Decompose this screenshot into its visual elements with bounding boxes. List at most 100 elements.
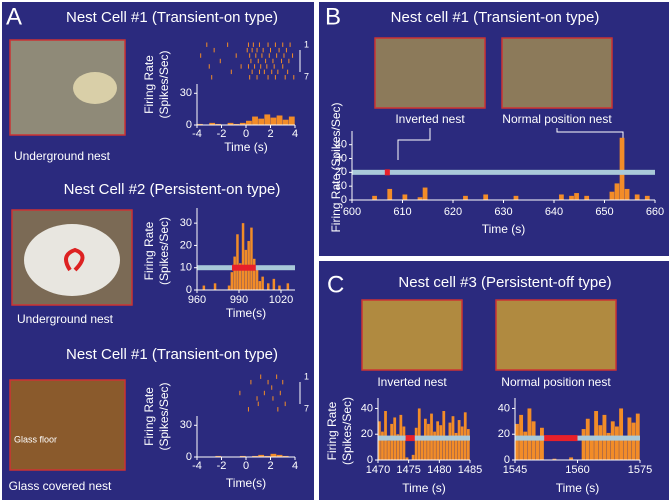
bar [635, 194, 640, 200]
highlight-segment [544, 435, 577, 441]
y-tick-label: 10 [180, 262, 192, 274]
bar [598, 425, 602, 460]
bar [278, 286, 281, 290]
panel-title: Nest cell #3 (Persistent-off type) [398, 274, 611, 291]
bar [273, 279, 276, 290]
x-tick-label: 0 [243, 460, 249, 472]
bar [256, 268, 258, 290]
panel-letter: B [325, 3, 341, 30]
y-axis-label: Firing Rate [142, 221, 156, 280]
x-tick-label: 610 [393, 206, 411, 218]
bar [427, 424, 430, 460]
x-tick-label: 650 [595, 206, 613, 218]
x-axis-label: Time (s) [482, 222, 526, 236]
photo-detail [24, 224, 120, 296]
x-axis-label: Time(s) [226, 476, 266, 490]
trial-label: 7 [304, 403, 309, 413]
bar [415, 428, 418, 460]
bar [261, 277, 264, 290]
y-tick-label: 40 [361, 402, 373, 414]
bar [483, 194, 488, 200]
bar [645, 196, 650, 200]
highlight-segment [385, 169, 390, 175]
bar [442, 411, 445, 460]
x-axis-label: Time (s) [224, 140, 268, 154]
bar [250, 228, 253, 290]
x-tick-label: 1575 [628, 464, 652, 476]
photo [496, 300, 616, 370]
x-tick-label: 1485 [458, 464, 482, 476]
x-tick-label: 1480 [427, 464, 451, 476]
x-tick-label: 990 [230, 294, 248, 306]
x-axis-label: Time(s) [226, 306, 266, 320]
bar [540, 428, 544, 460]
y-tick-label: 20 [361, 428, 373, 440]
x-axis-label: Time (s) [556, 481, 600, 495]
bar [403, 426, 406, 460]
bar [532, 421, 536, 460]
trial-label: 1 [304, 371, 309, 381]
figure: A Nest Cell #1 (Transient-on type) Under… [0, 0, 671, 502]
bar [287, 283, 290, 290]
x-tick-label: 2 [267, 128, 273, 140]
photo-caption: Normal position nest [502, 112, 612, 126]
bar [403, 194, 408, 200]
x-tick-label: 600 [343, 206, 361, 218]
y-axis-label: Firing Rate [142, 387, 156, 446]
panel-title: Nest Cell #1 (Transient-on type) [66, 9, 278, 26]
photo [375, 38, 485, 108]
panel-title: Nest cell #1 (Transient-on type) [391, 9, 600, 26]
bar [445, 439, 448, 460]
bar [267, 283, 270, 290]
x-tick-label: -2 [217, 128, 227, 140]
x-tick-label: -4 [192, 128, 202, 140]
photo-caption: Glass covered nest [9, 479, 112, 493]
y-axis-label: (Spikes/Sec) [157, 50, 171, 118]
y-tick-label: 0 [186, 119, 192, 131]
bar [242, 223, 245, 290]
photo [10, 380, 125, 470]
x-tick-label: 620 [444, 206, 462, 218]
bar [461, 426, 464, 460]
bar [231, 272, 234, 290]
bar [610, 192, 615, 200]
bar [615, 183, 620, 200]
bar [271, 118, 277, 125]
x-tick-label: 1545 [503, 464, 527, 476]
y-axis-label: (Spikes/Sec) [340, 397, 354, 465]
bar [623, 438, 627, 460]
y-tick-label: 20 [180, 239, 192, 251]
bar [384, 411, 387, 460]
bar [390, 424, 393, 460]
highlight-segment [406, 435, 415, 441]
bar [582, 429, 586, 460]
x-tick-label: -4 [192, 460, 202, 472]
x-tick-label: 1560 [565, 464, 589, 476]
bar [277, 115, 283, 125]
x-tick-label: 0 [243, 128, 249, 140]
bar [264, 114, 270, 125]
photo-label: Glass floor [14, 434, 57, 444]
bar [418, 408, 421, 460]
trial-label: 7 [304, 71, 309, 81]
bar [620, 138, 625, 200]
bar [412, 455, 415, 460]
y-axis-label: Firing Rate (Spikes/Sec) [329, 102, 343, 232]
bar [436, 421, 439, 460]
photo-detail [73, 72, 117, 104]
x-tick-label: 640 [545, 206, 563, 218]
bar [559, 194, 564, 200]
x-tick-label: 1475 [396, 464, 420, 476]
bar [387, 189, 392, 200]
bar [611, 421, 615, 460]
bar [569, 196, 574, 200]
panel-letter: A [6, 3, 22, 30]
bar [467, 429, 470, 460]
photo [502, 38, 612, 108]
y-axis-label: Firing Rate [325, 401, 339, 460]
y-tick-label: 30 [180, 419, 192, 431]
bar [246, 121, 252, 125]
reference-line [352, 170, 655, 175]
bar [228, 286, 231, 290]
x-tick-label: 4 [292, 460, 298, 472]
